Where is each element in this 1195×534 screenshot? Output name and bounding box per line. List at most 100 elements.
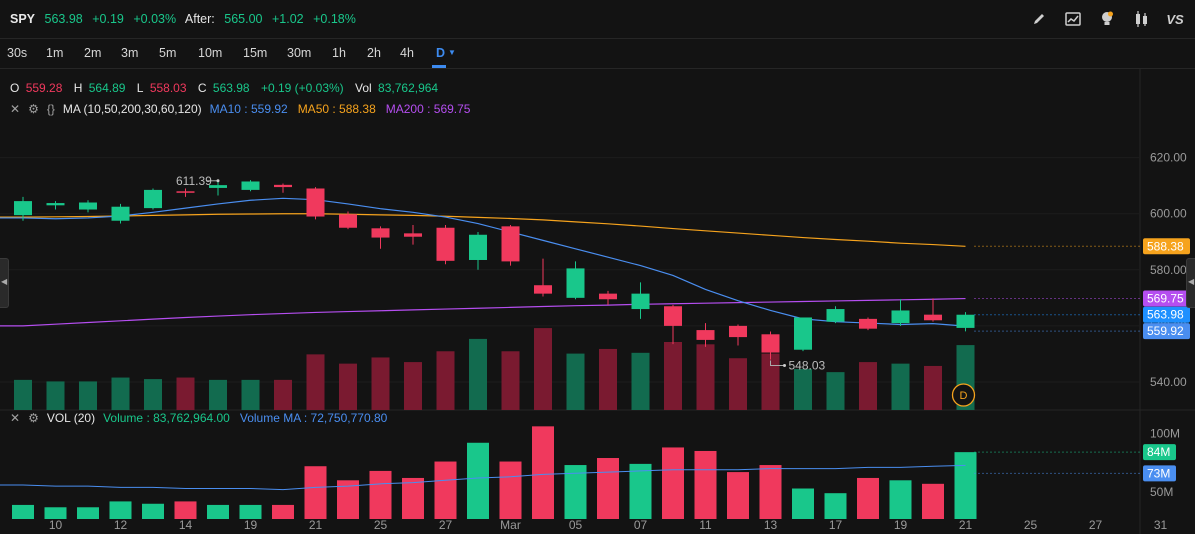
timeframe-d-label: D [436,46,446,60]
candle-body [144,189,162,209]
timeframe-30m[interactable]: 30m [287,46,312,60]
candle [436,224,455,265]
ma-legend: ✕ ⚙ {} MA (10,50,200,30,60,120) MA10 : 5… [10,102,470,116]
candle [924,298,942,322]
x-tick-label: 31 [1154,518,1168,532]
volume-indicator-name[interactable]: VOL (20) [46,411,96,425]
x-tick-label: 25 [374,518,388,532]
y-tick-label: 620.00 [1150,151,1187,165]
candle [404,224,422,245]
timeframe-bar: 30s 1m 2m 3m 5m 10m 15m 30m 1h 2h 4h D ▼ [0,39,1195,69]
volume-tick-label: 50M [1150,485,1173,499]
close-icon[interactable]: ✕ [10,102,21,116]
timeframe-2m[interactable]: 2m [84,46,102,60]
right-panel-handle[interactable]: ◀ [1186,258,1195,308]
timeframe-d[interactable]: D ▼ [436,46,456,60]
volume-bar [629,463,652,519]
lightbulb-icon[interactable] [1097,9,1117,29]
volume-overlay-bar [794,369,812,410]
volume-overlay-bar [761,353,780,410]
candle-body [534,285,552,294]
settings-icon[interactable]: ⚙ [28,102,39,116]
timeframe-1h[interactable]: 1h [332,46,346,60]
candle [566,261,585,300]
volume-value: 83,762,964 [378,81,439,95]
candle-body [111,206,130,221]
candle-body [924,314,942,321]
volume-bar [857,477,879,519]
price-tag-label: 569.75 [1147,292,1184,306]
volume-bar [792,488,814,519]
candle [794,317,812,352]
volume-tag-label: 73M [1147,466,1170,480]
candle-body [209,185,227,188]
timeframe-5m[interactable]: 5m [159,46,177,60]
x-tick-label: 19 [244,518,258,532]
candle [144,188,162,210]
candle-body [729,325,747,338]
y-tick-label: 540.00 [1150,375,1187,389]
timeframe-2h[interactable]: 2h [367,46,381,60]
timeframe-15m[interactable]: 15m [243,46,268,60]
candle [469,231,487,270]
volume-bar [727,472,749,519]
candle-body [859,318,877,329]
volume-bar [44,507,67,519]
candle-body [761,334,780,353]
volume-bar [662,447,684,519]
open-label: O [10,81,20,95]
settings-icon[interactable]: ⚙ [28,411,39,425]
volume-overlay-bar [274,379,292,410]
volume-overlay-bar [696,344,715,410]
y-tick-label: 600.00 [1150,207,1187,221]
pencil-icon[interactable] [1029,9,1049,29]
volume-overlay-bar [599,348,617,410]
timeframe-3m[interactable]: 3m [121,46,139,60]
volume-bar [174,501,197,519]
candle-body [274,184,292,188]
x-tick-label: 13 [764,518,778,532]
candle [859,317,877,331]
candle [761,331,780,360]
left-panel-handle[interactable]: ◀ [0,258,9,308]
candle [176,188,195,197]
code-icon[interactable]: {} [46,102,55,116]
low-annotation-line [770,360,785,366]
x-tick-label: 21 [309,518,323,532]
timeframe-10m[interactable]: 10m [198,46,223,60]
ma10-value: MA10 : 559.92 [209,102,288,116]
ma-indicator-name[interactable]: MA (10,50,200,30,60,120) [62,102,202,116]
volume-bar [142,503,164,519]
volume-overlay-bar [566,353,585,410]
y-tick-label: 580.00 [1150,263,1187,277]
close-change: +0.19 (+0.03%) [260,81,344,95]
ticker-change: +0.19 [92,12,124,26]
low-label: L [136,81,144,95]
vs-icon[interactable]: VS [1165,9,1185,29]
volume-overlay-bar [436,351,455,410]
volume-tag [1143,465,1176,482]
timeframe-30s[interactable]: 30s [7,46,28,60]
volume-overlay-bar [176,377,195,410]
volume-overlay-bar [826,372,845,410]
candle [664,304,682,345]
x-tick-label: 25 [1024,518,1038,532]
ticker-price: 563.98 [44,12,83,26]
candle [79,200,97,213]
chart-icon[interactable] [1063,9,1083,29]
candle [696,323,715,347]
volume-bar [499,461,522,519]
volume-overlay-bar [144,379,162,410]
timeframe-1m[interactable]: 1m [46,46,64,60]
close-label: C [197,81,207,95]
volume-bar [922,483,944,519]
candle [306,187,325,220]
close-icon[interactable]: ✕ [10,411,21,425]
volume-bar [207,504,229,519]
timeframe-4h[interactable]: 4h [400,46,414,60]
candles-icon[interactable] [1131,9,1151,29]
ticker-symbol[interactable]: SPY [10,12,36,26]
candle [241,180,260,192]
volume-overlay-bar [371,357,390,410]
